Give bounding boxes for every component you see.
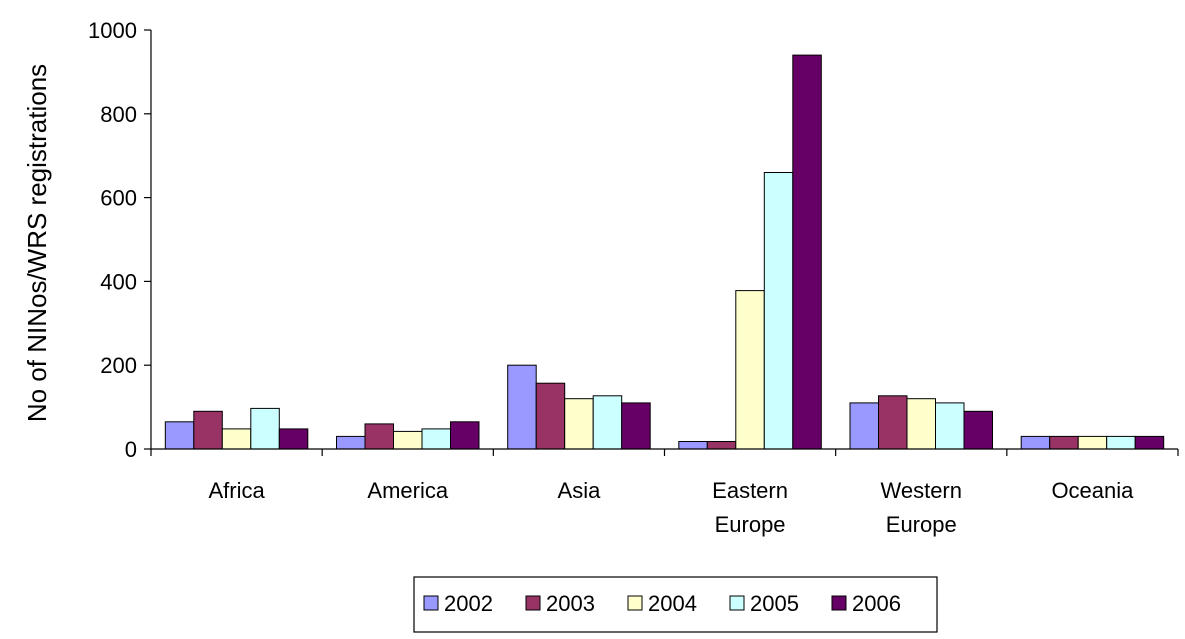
- y-axis-title: No of NINos/WRS registrations: [22, 64, 52, 422]
- legend-label-2006: 2006: [852, 591, 901, 616]
- plot-area: [164, 54, 1165, 450]
- bar-2006-eastern-europe: [792, 54, 822, 450]
- bar-2005-oceania: [1106, 435, 1136, 450]
- bar-2005-africa: [250, 407, 280, 450]
- y-tick-label: 600: [100, 186, 137, 211]
- legend-swatch-2005: [729, 595, 745, 611]
- bar-2004-western-europe: [906, 398, 936, 450]
- bar-2004-africa: [221, 428, 252, 450]
- bar-2003-eastern-europe: [706, 441, 737, 450]
- bar-2006-america: [450, 421, 480, 450]
- y-tick-label: 200: [100, 353, 137, 378]
- x-category-label: Eastern: [712, 478, 788, 503]
- x-category-label: Europe: [886, 512, 957, 537]
- y-tick-label: 800: [100, 102, 137, 127]
- legend-swatch-2006: [831, 595, 847, 611]
- x-category-label: Western: [880, 478, 962, 503]
- bar-2005-america: [421, 428, 451, 450]
- y-axis-title-group: No of NINos/WRS registrations: [22, 64, 52, 422]
- x-category-label: Africa: [208, 478, 265, 503]
- bar-2003-asia: [535, 382, 566, 450]
- bar-2004-eastern-europe: [735, 290, 765, 450]
- axes: 0 200 400 600 800 1000 Africa America Asia Easter…: [88, 18, 1179, 537]
- bar-2004-america: [393, 430, 423, 450]
- bar-2004-asia: [564, 398, 594, 450]
- y-tick-label: 0: [125, 437, 137, 462]
- bar-2006-oceania: [1134, 435, 1165, 450]
- bar-2006-asia: [621, 402, 651, 450]
- legend-label-2004: 2004: [648, 591, 697, 616]
- legend-label-2002: 2002: [444, 591, 493, 616]
- bar-2003-oceania: [1049, 435, 1079, 450]
- y-tick-label: 1000: [88, 18, 137, 43]
- bar-2005-western-europe: [935, 402, 965, 450]
- bar-2003-western-europe: [878, 395, 908, 450]
- x-category-label: Oceania: [1051, 478, 1134, 503]
- y-tick-label: 400: [100, 269, 137, 294]
- x-category-label: Europe: [715, 512, 786, 537]
- legend-label-2005: 2005: [750, 591, 799, 616]
- legend-swatch-2002: [423, 595, 439, 611]
- bar-2002-western-europe: [849, 402, 879, 450]
- legend: 2002 2003 2004 2005 2006: [413, 576, 938, 633]
- bar-2006-africa: [278, 428, 309, 450]
- legend-label-2003: 2003: [546, 591, 595, 616]
- legend-swatch-2003: [525, 595, 541, 611]
- bar-2005-eastern-europe: [763, 172, 794, 450]
- bar-2003-africa: [193, 410, 223, 450]
- bar-2005-asia: [592, 395, 623, 450]
- bar-2003-america: [364, 423, 394, 450]
- bar-2002-eastern-europe: [678, 441, 708, 450]
- x-category-label: America: [367, 478, 448, 503]
- bar-2002-asia: [507, 364, 537, 450]
- bar-2006-western-europe: [963, 410, 993, 450]
- bar-2004-oceania: [1077, 435, 1108, 450]
- bar-2002-africa: [164, 421, 195, 450]
- bar-2002-oceania: [1020, 435, 1051, 450]
- bar-2002-america: [336, 435, 366, 450]
- legend-swatch-2004: [627, 595, 643, 611]
- x-category-label: Asia: [558, 478, 602, 503]
- legend-box: [413, 576, 938, 633]
